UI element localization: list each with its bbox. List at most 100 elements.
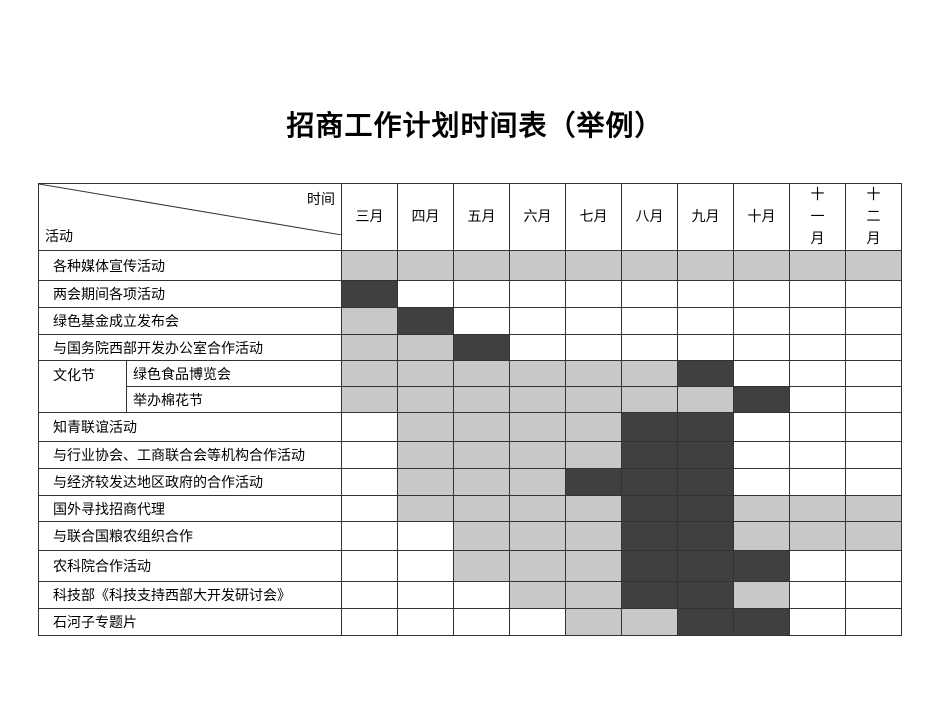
schedule-cell-active <box>341 307 398 335</box>
activity-name-cell: 与行业协会、工商联合会等机构合作活动 <box>38 441 342 469</box>
table-row: 国外寻找招商代理 <box>38 495 902 522</box>
table-row: 科技部《科技支持西部大开发研讨会》 <box>38 581 902 609</box>
schedule-cell-active <box>565 608 622 636</box>
schedule-cell-active <box>453 521 510 551</box>
schedule-cell-empty <box>789 441 846 469</box>
schedule-cell-empty <box>397 581 454 609</box>
schedule-cell-active <box>397 441 454 469</box>
schedule-cell-empty <box>733 412 790 442</box>
schedule-cell-empty <box>789 550 846 582</box>
activity-name: 石河子专题片 <box>53 615 137 631</box>
schedule-cell-key <box>621 468 678 496</box>
schedule-cell-active <box>509 386 566 413</box>
table-row: 与经济较发达地区政府的合作活动 <box>38 468 902 496</box>
schedule-cell-empty <box>341 608 398 636</box>
activity-name-cell: 各种媒体宣传活动 <box>38 250 342 281</box>
activity-name-cell: 农科院合作活动 <box>38 550 342 582</box>
schedule-cell-active <box>789 495 846 522</box>
schedule-cell-empty <box>453 307 510 335</box>
schedule-cell-active <box>733 521 790 551</box>
schedule-cell-active <box>509 412 566 442</box>
schedule-cell-active <box>565 550 622 582</box>
schedule-cell-active <box>453 468 510 496</box>
month-header: 十月 <box>733 183 790 251</box>
table-row: 两会期间各项活动 <box>38 280 902 308</box>
table-row: 石河子专题片 <box>38 608 902 636</box>
schedule-cell-empty <box>845 386 902 413</box>
schedule-cell-active <box>565 521 622 551</box>
schedule-cell-empty <box>509 307 566 335</box>
schedule-cell-empty <box>677 280 734 308</box>
table-row: 与联合国粮农组织合作 <box>38 521 902 551</box>
schedule-cell-key <box>621 412 678 442</box>
activity-name-cell: 与国务院西部开发办公室合作活动 <box>38 334 342 361</box>
schedule-cell-key <box>677 608 734 636</box>
schedule-cell-empty <box>789 608 846 636</box>
schedule-cell-empty <box>733 280 790 308</box>
schedule-cell-key <box>341 280 398 308</box>
schedule-cell-empty <box>845 334 902 361</box>
schedule-cell-empty <box>845 441 902 469</box>
schedule-cell-empty <box>677 334 734 361</box>
schedule-cell-empty <box>733 468 790 496</box>
activity-header-label: 活动 <box>45 229 73 245</box>
schedule-cell-active <box>453 441 510 469</box>
schedule-cell-empty <box>789 386 846 413</box>
activity-name: 与国务院西部开发办公室合作活动 <box>53 340 263 357</box>
schedule-cell-empty <box>789 280 846 308</box>
schedule-cell-empty <box>845 360 902 387</box>
schedule-cell-empty <box>397 550 454 582</box>
schedule-cell-empty <box>397 608 454 636</box>
schedule-cell-empty <box>341 468 398 496</box>
schedule-cell-empty <box>341 495 398 522</box>
schedule-table: 时间 活动 三月 四月 五月 六月 七月 八月 九月 十月 十一月 十二月 各种… <box>38 183 902 636</box>
schedule-cell-active <box>509 581 566 609</box>
schedule-cell-active <box>789 250 846 281</box>
schedule-cell-active <box>733 581 790 609</box>
schedule-cell-empty <box>509 280 566 308</box>
activity-name: 两会期间各项活动 <box>53 287 165 303</box>
schedule-cell-empty <box>621 307 678 335</box>
group-label: 文化节 <box>53 368 95 384</box>
schedule-cell-active <box>845 495 902 522</box>
schedule-cell-active <box>621 608 678 636</box>
schedule-cell-empty <box>341 412 398 442</box>
activity-name-cell: 与联合国粮农组织合作 <box>38 521 342 551</box>
schedule-cell-active <box>453 250 510 281</box>
table-row: 知青联谊活动 <box>38 412 902 442</box>
activity-name-cell: 两会期间各项活动 <box>38 280 342 308</box>
schedule-cell-empty <box>845 280 902 308</box>
schedule-cell-active <box>677 386 734 413</box>
activity-name: 绿色食品博览会 <box>133 366 231 383</box>
schedule-cell-key <box>453 334 510 361</box>
activity-name: 与经济较发达地区政府的合作活动 <box>53 475 263 491</box>
schedule-cell-key <box>677 441 734 469</box>
activity-name: 与行业协会、工商联合会等机构合作活动 <box>53 448 305 464</box>
schedule-cell-key <box>677 581 734 609</box>
activity-name: 科技部《科技支持西部大开发研讨会》 <box>53 588 291 604</box>
schedule-cell-active <box>621 386 678 413</box>
schedule-cell-empty <box>733 307 790 335</box>
schedule-cell-empty <box>845 468 902 496</box>
activity-name-cell: 举办棉花节 <box>126 386 342 413</box>
schedule-cell-active <box>397 468 454 496</box>
month-header: 八月 <box>621 183 678 251</box>
page-title: 招商工作计划时间表（举例） <box>286 109 664 142</box>
schedule-cell-empty <box>789 307 846 335</box>
month-header: 四月 <box>397 183 454 251</box>
schedule-cell-key <box>677 412 734 442</box>
schedule-cell-empty <box>453 280 510 308</box>
schedule-cell-active <box>509 495 566 522</box>
schedule-cell-empty <box>789 334 846 361</box>
activity-name: 与联合国粮农组织合作 <box>53 529 193 545</box>
schedule-cell-active <box>509 468 566 496</box>
schedule-cell-active <box>453 360 510 387</box>
schedule-cell-empty <box>341 581 398 609</box>
activity-name: 国外寻找招商代理 <box>53 501 165 518</box>
table-row: 与行业协会、工商联合会等机构合作活动 <box>38 441 902 469</box>
schedule-cell-key <box>621 581 678 609</box>
schedule-cell-active <box>397 250 454 281</box>
schedule-cell-empty <box>845 412 902 442</box>
schedule-cell-key <box>621 521 678 551</box>
activity-name-cell: 绿色基金成立发布会 <box>38 307 342 335</box>
